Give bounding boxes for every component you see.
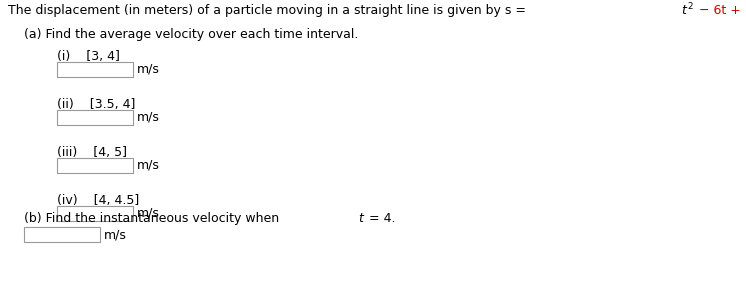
Text: − 6t + 18: − 6t + 18 [695,4,746,17]
Text: (b) Find the instantaneous velocity when: (b) Find the instantaneous velocity when [24,212,283,225]
Text: = 4.: = 4. [365,212,395,225]
FancyBboxPatch shape [57,62,133,77]
Text: (iv)    [4, 4.5]: (iv) [4, 4.5] [57,194,140,207]
Text: (a) Find the average velocity over each time interval.: (a) Find the average velocity over each … [24,28,358,41]
Text: m/s: m/s [104,228,127,241]
Text: t: t [682,4,686,17]
FancyBboxPatch shape [24,227,100,242]
FancyBboxPatch shape [57,110,133,125]
FancyBboxPatch shape [57,206,133,221]
Text: 2: 2 [688,2,693,11]
Text: (iii)    [4, 5]: (iii) [4, 5] [57,146,127,159]
Text: The displacement (in meters) of a particle moving in a straight line is given by: The displacement (in meters) of a partic… [8,4,530,17]
Text: m/s: m/s [137,111,160,124]
Text: m/s: m/s [137,63,160,76]
Text: (i)    [3, 4]: (i) [3, 4] [57,50,120,63]
Text: (ii)    [3.5, 4]: (ii) [3.5, 4] [57,98,135,111]
Text: m/s: m/s [137,159,160,172]
FancyBboxPatch shape [57,158,133,173]
Text: t: t [358,212,363,225]
Text: m/s: m/s [137,207,160,220]
